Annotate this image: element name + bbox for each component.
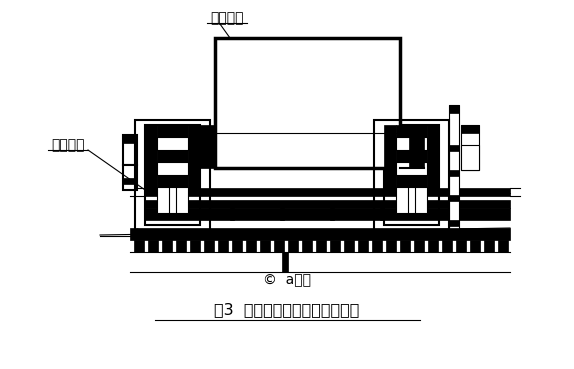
Text: ©  a大样: © a大样 (263, 273, 311, 287)
Bar (232, 240, 242, 252)
Bar (498, 240, 508, 252)
Bar (409, 125, 424, 168)
Bar (442, 240, 452, 252)
Bar (200, 125, 215, 168)
Bar (157, 137, 188, 150)
Bar (374, 120, 449, 230)
Bar (384, 125, 396, 190)
Bar (157, 125, 188, 137)
Bar (386, 240, 396, 252)
Bar (280, 208, 284, 220)
Bar (396, 137, 427, 150)
Bar (449, 105, 459, 113)
Bar (384, 125, 439, 225)
Bar (230, 208, 234, 220)
Bar (449, 145, 459, 151)
Bar (190, 240, 200, 252)
Bar (461, 125, 479, 133)
Bar (123, 165, 137, 190)
Bar (157, 187, 188, 213)
Bar (123, 135, 137, 165)
Bar (176, 240, 186, 252)
Bar (449, 220, 459, 226)
Bar (145, 125, 157, 190)
Bar (188, 125, 200, 190)
Bar (145, 200, 510, 208)
Bar (456, 240, 466, 252)
Bar (330, 208, 334, 220)
Bar (428, 240, 438, 252)
Bar (396, 187, 427, 213)
Bar (316, 240, 326, 252)
Text: 2%: 2% (157, 228, 177, 241)
Bar (145, 188, 510, 196)
Text: 横移轨道: 横移轨道 (51, 138, 85, 152)
Bar (358, 240, 368, 252)
Bar (396, 175, 427, 187)
Bar (449, 195, 459, 201)
Bar (461, 125, 479, 170)
Bar (204, 240, 214, 252)
Bar (461, 145, 479, 170)
Bar (157, 175, 188, 187)
Bar (396, 150, 427, 162)
Bar (157, 150, 188, 162)
Bar (484, 240, 494, 252)
Bar (372, 240, 382, 252)
Polygon shape (137, 229, 155, 236)
Bar (145, 208, 510, 220)
Bar (130, 228, 510, 240)
Bar (449, 170, 459, 176)
Bar (145, 125, 200, 225)
Bar (123, 135, 137, 143)
Bar (470, 240, 480, 252)
Bar (400, 240, 410, 252)
Bar (215, 38, 400, 168)
Bar (449, 105, 459, 235)
Bar (344, 240, 354, 252)
Bar (330, 240, 340, 252)
Bar (396, 162, 427, 175)
Bar (134, 240, 144, 252)
Bar (148, 240, 158, 252)
Bar (135, 120, 210, 230)
Bar (380, 208, 384, 220)
Text: 立式索盘: 立式索盘 (210, 11, 244, 25)
Bar (162, 240, 172, 252)
Bar (157, 162, 188, 175)
Bar (246, 240, 256, 252)
Bar (288, 240, 298, 252)
Bar (427, 125, 439, 190)
Text: 图3  吸索桅车及横移轨道布置图: 图3 吸索桅车及横移轨道布置图 (214, 303, 360, 317)
Bar (274, 240, 284, 252)
Bar (302, 240, 312, 252)
Bar (123, 178, 137, 184)
Bar (282, 252, 288, 272)
Bar (414, 240, 424, 252)
Bar (218, 240, 228, 252)
Bar (260, 240, 270, 252)
Bar (396, 125, 427, 137)
